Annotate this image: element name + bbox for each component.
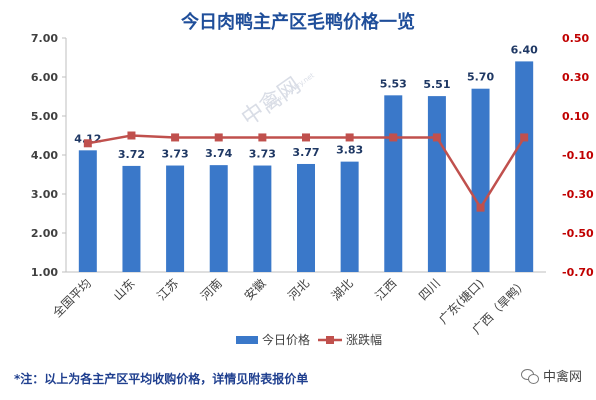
- x-tick-label: 河南: [197, 276, 225, 304]
- change-point-0: [83, 139, 92, 148]
- change-point-9: [476, 203, 485, 212]
- chart-title: 今日肉鸭主产区毛鸭价格一览: [181, 11, 415, 33]
- bar-value-label: 3.77: [292, 146, 319, 159]
- change-point-5: [302, 133, 310, 142]
- change-point-8: [432, 133, 441, 142]
- bar-value-label: 5.70: [467, 71, 494, 84]
- bar-2: [166, 165, 185, 272]
- bar-value-label: 3.83: [336, 144, 363, 157]
- x-tick-label: 全国平均: [49, 276, 94, 321]
- bar-10: [515, 61, 534, 273]
- y-left-tick-label: 2.00: [31, 227, 58, 240]
- change-point-6: [345, 133, 354, 142]
- bar-5: [297, 163, 315, 272]
- bar-value-label: 6.40: [511, 43, 538, 56]
- x-tick-label: 江苏: [154, 276, 181, 303]
- legend-swatch-marker: [326, 336, 334, 344]
- bar-value-label: 3.73: [162, 148, 189, 161]
- bar-7: [384, 95, 403, 272]
- change-point-10: [520, 133, 529, 142]
- watermark: 中禽网 www.poultry.net: [237, 71, 316, 131]
- footnote: *注：以上为各主产区平均收购价格，详情见附表报价单: [14, 372, 309, 386]
- bar-value-label: 3.72: [118, 148, 145, 161]
- y-right-tick-label: 0.30: [562, 71, 589, 84]
- x-tick-label: 四川: [416, 276, 443, 303]
- y-right-tick-label: -0.50: [562, 227, 594, 240]
- bar-value-label: 5.51: [423, 78, 450, 91]
- brand-name: 中禽网: [542, 370, 582, 385]
- bar-6: [340, 161, 359, 272]
- bar-8: [427, 96, 446, 272]
- bar-value-label: 3.74: [205, 147, 232, 160]
- bar-4: [253, 165, 272, 272]
- bar-0: [78, 150, 97, 272]
- y-left-tick-label: 7.00: [31, 32, 58, 45]
- bar-9: [471, 88, 490, 272]
- x-tick-label: 河北: [285, 276, 312, 303]
- legend-label-change: 涨跌幅: [346, 332, 382, 347]
- x-tick-label: 江西: [373, 276, 400, 303]
- change-point-4: [258, 133, 267, 142]
- x-tick-label: 湖北: [328, 276, 356, 304]
- x-tick-label: 安徽: [241, 276, 269, 304]
- y-right-tick-label: 0.50: [562, 32, 589, 45]
- brand: 中禽网: [520, 366, 582, 385]
- bar-3: [209, 165, 228, 272]
- y-left-tick-label: 5.00: [31, 110, 58, 123]
- change-point-2: [171, 133, 180, 142]
- x-tick-label: 山东: [111, 276, 138, 303]
- legend: 今日价格 涨跌幅: [236, 332, 382, 347]
- y-right-tick-label: -0.10: [562, 149, 594, 162]
- bar-value-label: 5.53: [380, 77, 407, 90]
- wechat-icon: [520, 368, 539, 384]
- legend-label-price: 今日价格: [262, 332, 310, 347]
- y-right-tick-label: 0.10: [562, 110, 589, 123]
- y-left-tick-label: 4.00: [31, 149, 58, 162]
- y-left-tick-label: 1.00: [31, 266, 58, 279]
- y-left-tick-label: 3.00: [31, 188, 58, 201]
- change-point-7: [389, 133, 398, 142]
- change-point-1: [127, 131, 136, 140]
- change-point-3: [214, 133, 223, 142]
- bar-value-label: 3.73: [249, 148, 276, 161]
- y-right-tick-label: -0.70: [562, 266, 594, 279]
- legend-swatch-bar: [236, 336, 258, 344]
- y-left-tick-label: 6.00: [31, 71, 58, 84]
- y-right-tick-label: -0.30: [562, 188, 594, 201]
- bar-1: [122, 165, 141, 272]
